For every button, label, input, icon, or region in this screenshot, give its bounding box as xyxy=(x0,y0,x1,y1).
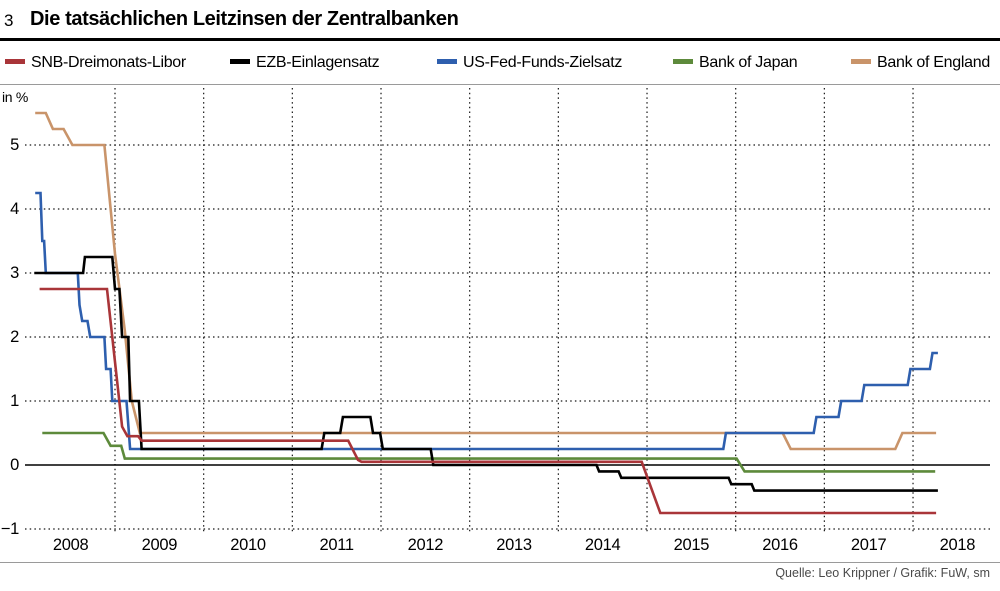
legend-item-4: Bank of Japan xyxy=(673,48,798,78)
y-tick-label: 5 xyxy=(10,136,19,154)
figure-number: 3 xyxy=(4,11,14,30)
x-tick-label: 2008 xyxy=(52,536,89,554)
legend-swatch-icon xyxy=(5,59,25,64)
figure-header: 3 Die tatsächlichen Leitzinsen der Zentr… xyxy=(0,6,1000,36)
series-line-snb-dreimonats-libor xyxy=(39,287,937,515)
x-tick-label: 2013 xyxy=(496,536,532,554)
source-credit: Quelle: Leo Krippner / Grafik: FuW, sm xyxy=(775,566,990,580)
figure-title: Die tatsächlichen Leitzinsen der Zentral… xyxy=(30,8,459,30)
legend-item-2: EZB-Einlagensatz xyxy=(230,48,380,78)
chart-legend: SNB-Dreimonats-Libor EZB-Einlagensatz US-F… xyxy=(0,48,1000,78)
y-axis-unit-label: in % xyxy=(2,89,29,105)
x-tick-label: 2016 xyxy=(762,536,798,554)
y-tick-label: 2 xyxy=(10,328,19,346)
legend-item-1: SNB-Dreimonats-Libor xyxy=(5,48,186,78)
legend-divider-rule xyxy=(0,84,1000,85)
x-tick-label: 2011 xyxy=(319,536,355,554)
legend-item-label: Bank of England xyxy=(877,54,990,71)
legend-swatch-icon xyxy=(230,59,250,64)
x-tick-label: 2018 xyxy=(939,536,976,554)
legend-swatch-icon xyxy=(437,59,457,64)
series-line-ezb-einlagensatz xyxy=(34,255,938,492)
x-tick-label: 2009 xyxy=(141,536,178,554)
title-divider-rule xyxy=(0,38,1000,41)
y-tick-label: 3 xyxy=(10,264,19,282)
legend-swatch-icon xyxy=(851,59,871,64)
y-tick-label: 0 xyxy=(10,456,19,474)
series-line-bank-of-england xyxy=(35,111,937,451)
legend-item-3: US-Fed-Funds-Zielsatz xyxy=(437,48,622,78)
legend-item-label: SNB-Dreimonats-Libor xyxy=(31,54,186,71)
series-line-bank-of-japan xyxy=(42,431,936,473)
x-tick-label: 2010 xyxy=(230,536,266,554)
x-tick-label: 2015 xyxy=(673,536,710,554)
series-line-us-fed-funds-zielsatz xyxy=(35,191,938,451)
x-tick-label: 2017 xyxy=(850,536,887,554)
legend-swatch-icon xyxy=(673,59,693,64)
y-tick-label: 1 xyxy=(10,392,19,410)
y-tick-label: 4 xyxy=(10,200,19,218)
y-tick-label: −1 xyxy=(0,520,20,538)
footer-divider-rule xyxy=(0,562,1000,563)
legend-item-label: Bank of Japan xyxy=(699,54,798,71)
x-tick-label: 2012 xyxy=(407,536,444,554)
legend-item-5: Bank of England xyxy=(851,48,990,78)
legend-item-label: EZB-Einlagensatz xyxy=(256,54,380,71)
x-tick-label: 2014 xyxy=(584,536,621,554)
legend-item-label: US-Fed-Funds-Zielsatz xyxy=(463,54,623,71)
